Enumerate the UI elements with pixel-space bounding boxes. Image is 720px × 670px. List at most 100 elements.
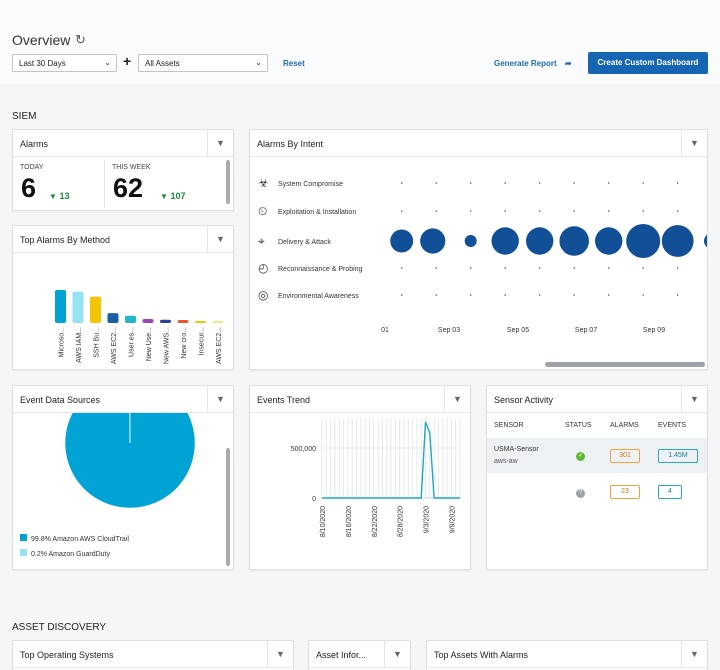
intent-bubble bbox=[420, 228, 446, 254]
grid-dot bbox=[642, 210, 644, 212]
method-bar bbox=[107, 313, 119, 323]
filter-icon[interactable]: ▼ bbox=[384, 641, 410, 667]
col-status: STATUS bbox=[565, 422, 592, 429]
method-tick-label: New AWS... bbox=[164, 327, 171, 364]
intent-bubble bbox=[491, 227, 519, 255]
grid-dot bbox=[504, 294, 506, 296]
today-delta: 13 bbox=[59, 191, 70, 201]
method-bar bbox=[125, 315, 136, 323]
method-tick-label: AWS EC2... bbox=[216, 327, 223, 364]
method-tick-label: AWS IAM... bbox=[76, 327, 83, 363]
legend-swatch bbox=[20, 549, 27, 556]
grid-dot bbox=[607, 210, 610, 212]
grid-dot bbox=[607, 267, 610, 269]
grid-dot bbox=[400, 267, 403, 269]
gauge-icon: ◴ bbox=[258, 261, 269, 275]
events-badge[interactable]: 4 bbox=[658, 485, 682, 499]
intent-label: Delivery & Attack bbox=[278, 239, 331, 246]
alarms-title: Alarms bbox=[20, 139, 49, 149]
scrollbar[interactable] bbox=[226, 448, 230, 566]
table-row[interactable] bbox=[487, 438, 707, 473]
method-bar bbox=[72, 291, 84, 323]
asset-info-title: Asset Infor... bbox=[316, 650, 367, 660]
filter-icon[interactable]: ▼ bbox=[207, 226, 233, 252]
grid-dot bbox=[435, 182, 437, 184]
method-bar bbox=[90, 296, 101, 323]
events-trend-title: Events Trend bbox=[257, 395, 311, 405]
top-assets-card: Top Assets With Alarms ▼ bbox=[426, 640, 708, 670]
week-value: 62 bbox=[113, 173, 144, 203]
asset-discovery-heading: ASSET DISCOVERY bbox=[12, 622, 107, 633]
sensor-title: Sensor Activity bbox=[494, 395, 554, 405]
create-custom-dashboard-button[interactable]: Create Custom Dashboard bbox=[588, 52, 708, 74]
filter-icon[interactable]: ▼ bbox=[207, 386, 233, 412]
grid-dot bbox=[469, 294, 472, 296]
col-sensor: SENSOR bbox=[494, 422, 524, 429]
intent-bubble bbox=[595, 227, 623, 255]
refresh-icon[interactable]: ↻ bbox=[75, 32, 86, 47]
bomb-icon: ⏲ bbox=[258, 204, 267, 218]
down-arrow-icon: ▼ bbox=[160, 192, 168, 201]
filter-icon[interactable]: ▼ bbox=[207, 130, 233, 156]
method-tick-label: SSH Bu... bbox=[94, 327, 101, 358]
reset-link[interactable]: Reset bbox=[283, 59, 305, 68]
intent-bubble bbox=[704, 234, 707, 248]
grid-dot bbox=[504, 267, 506, 269]
top-assets-title: Top Assets With Alarms bbox=[434, 650, 529, 660]
os-title: Top Operating Systems bbox=[20, 650, 114, 660]
method-tick-label: Microso... bbox=[59, 327, 66, 357]
filter-icon[interactable]: ▼ bbox=[267, 641, 293, 667]
add-filter-icon[interactable]: + bbox=[123, 53, 132, 69]
method-bar bbox=[195, 321, 206, 323]
x-tick: 8/22/2020 bbox=[372, 506, 379, 537]
share-icon: ➦ bbox=[564, 59, 572, 68]
method-tick-label: New Use... bbox=[146, 327, 153, 361]
intent-label: Exploitation & Installation bbox=[278, 209, 356, 216]
assets-select[interactable]: All Assets ⌄ bbox=[138, 54, 268, 72]
grid-dot bbox=[538, 210, 541, 212]
grid-dot bbox=[573, 267, 575, 269]
generate-report-link[interactable]: Generate Report ➦ bbox=[494, 59, 572, 68]
events-trend-card: Events Trend ▼ 500,000 0 8/10/2020 8/16/2020… bbox=[249, 385, 471, 570]
status-ok-icon: ✓ bbox=[576, 452, 585, 461]
method-bar bbox=[160, 319, 171, 323]
grid-dot bbox=[607, 294, 610, 296]
filter-icon[interactable]: ▼ bbox=[444, 386, 470, 412]
grid-dot bbox=[504, 210, 506, 212]
intent-x-tick: Sep 09 bbox=[643, 327, 665, 334]
events-badge[interactable]: 1.45M bbox=[658, 449, 698, 463]
grid-dot bbox=[469, 210, 472, 212]
intent-bubble bbox=[626, 224, 661, 258]
grid-dot bbox=[538, 182, 541, 184]
col-alarms: ALARMS bbox=[610, 422, 639, 429]
grid-dot bbox=[676, 267, 679, 269]
asset-info-card: Asset Infor... ▼ bbox=[308, 640, 411, 670]
filter-icon[interactable]: ▼ bbox=[681, 386, 707, 412]
grid-dot bbox=[642, 182, 644, 184]
x-tick: 9/3/2020 bbox=[424, 506, 431, 533]
biohazard-icon: ☣ bbox=[258, 176, 269, 190]
week-delta: 107 bbox=[170, 191, 186, 201]
grid-dot bbox=[469, 182, 472, 184]
grid-dot bbox=[573, 210, 575, 212]
sensor-sub: aws-aw bbox=[494, 458, 518, 465]
intent-bubble bbox=[661, 225, 694, 257]
grid-dot bbox=[400, 182, 403, 184]
grid-dot bbox=[573, 294, 575, 296]
trend-line bbox=[322, 421, 460, 499]
horizontal-scrollbar[interactable] bbox=[545, 362, 705, 367]
filter-icon[interactable]: ▼ bbox=[681, 641, 707, 667]
scrollbar[interactable] bbox=[226, 160, 230, 204]
date-range-select[interactable]: Last 30 Days ⌄ bbox=[12, 54, 117, 72]
grid-dot bbox=[642, 294, 644, 296]
grid-dot bbox=[504, 182, 506, 184]
method-tick-label: New cro... bbox=[181, 327, 188, 359]
intent-bubble-chart: ☣ System Compromise ⏲ Exploitation & Instal… bbox=[258, 176, 707, 334]
filter-icon[interactable]: ▼ bbox=[681, 130, 707, 156]
globe-icon: ◎ bbox=[258, 288, 268, 302]
week-label: THIS WEEK bbox=[112, 164, 151, 171]
method-bar bbox=[55, 290, 66, 323]
generate-report-label: Generate Report bbox=[494, 59, 557, 68]
alarms-badge[interactable]: 301 bbox=[610, 449, 640, 463]
alarms-badge[interactable]: 23 bbox=[610, 485, 640, 499]
